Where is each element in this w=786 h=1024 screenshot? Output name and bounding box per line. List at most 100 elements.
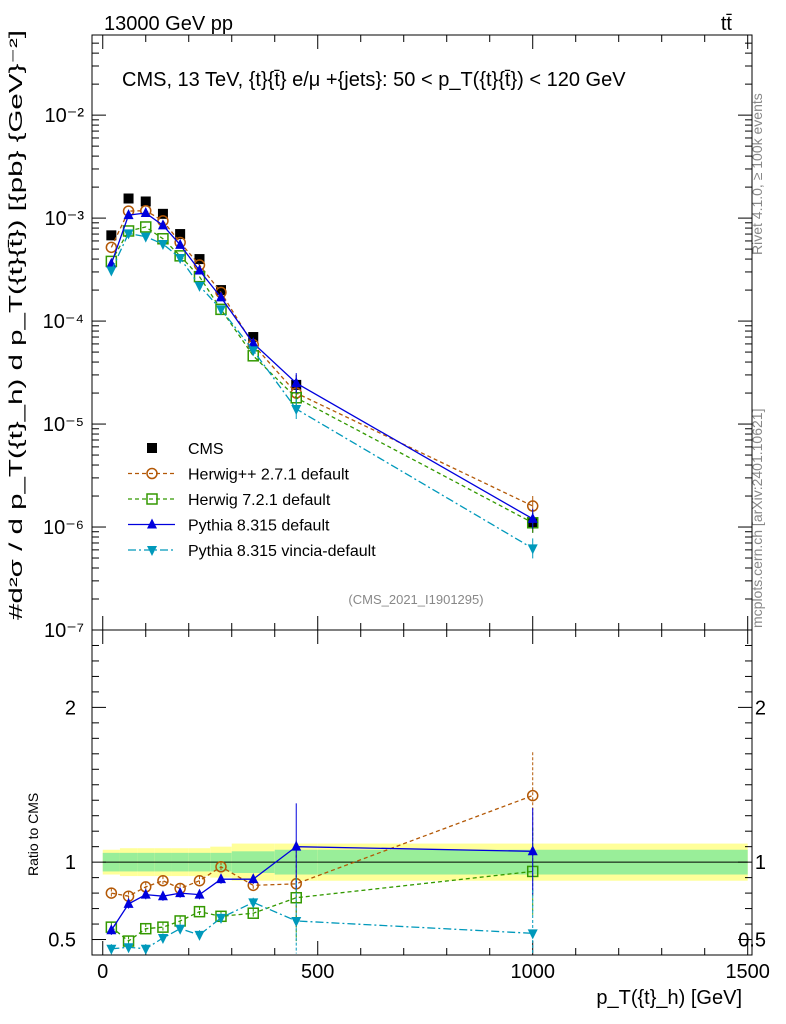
ratio-series-3-point: [291, 916, 302, 927]
series-0-point: [175, 229, 186, 240]
main-y-tick-label: 10⁻⁷: [44, 620, 84, 642]
header-final-state: tt̄: [721, 13, 733, 35]
series-3-point: [194, 264, 205, 275]
rivet-version-label: Rivet 4.1.0, ≥ 100k events: [749, 93, 765, 255]
series-3-line: [110, 212, 534, 520]
ratio-series-0-point: [526, 789, 539, 802]
ratio-y-tick-label: 2: [65, 697, 76, 719]
series-2-line: [110, 226, 534, 524]
ratio-series-3-line: [111, 901, 533, 950]
series-4-point: [194, 281, 205, 292]
mcplots-source-label: mcplots.cern.ch [arXiv:2401.10621]: [749, 409, 765, 628]
ratio-y-tick-label: 2: [755, 697, 766, 719]
series-0-point: [106, 230, 117, 241]
series-3-point: [291, 377, 302, 388]
series-0-point: [194, 254, 205, 265]
ratio-series-3-point: [157, 933, 168, 944]
legend-label-3: Pythia 8.315 default: [188, 518, 330, 535]
legend-marker-4: [147, 546, 157, 556]
ratio-series-2-point: [123, 897, 134, 908]
series-3-point: [106, 257, 117, 268]
ratio-series-1-point: [139, 922, 152, 935]
ratio-series-3-point: [106, 944, 117, 955]
ratio-series-0-point: [193, 874, 206, 887]
ratio-y-tick-label: 1: [65, 852, 76, 874]
ratio-series-2-point: [291, 840, 302, 851]
ratio-y-tick-label: 0.5: [48, 930, 76, 952]
legend: CMS Herwig++ 2.7.1 default Herwig 7.2.1 de…: [128, 441, 376, 560]
series-1-line: [110, 210, 533, 507]
ratio-series-2-line: [110, 846, 533, 931]
ratio-series-3-point: [140, 944, 151, 955]
legend-label-4: Pythia 8.315 vincia-default: [188, 543, 376, 560]
series-4-line: [110, 232, 534, 549]
series-0-point: [248, 332, 259, 343]
ratio-series-3-point: [248, 898, 259, 909]
ratio-x-tick-label: 0: [97, 961, 108, 983]
ratio-series-2-point: [194, 888, 205, 899]
ratio-series-2-point: [106, 924, 117, 935]
ratio-plot-frame: [91, 629, 753, 956]
series-4-point: [123, 229, 134, 240]
ratio-series-0-point: [157, 874, 169, 887]
ratio-series-3-point: [123, 943, 134, 954]
series-0-point: [140, 196, 151, 207]
ratio-series-0-line: [111, 794, 533, 897]
series-4-point: [175, 253, 186, 264]
ratio-series-3-point: [194, 930, 205, 941]
main-y-tick-label: 10⁻⁶: [43, 517, 84, 539]
ratio-series-0-point: [105, 887, 118, 899]
legend-marker-1: [146, 467, 158, 480]
main-plot-area: 10⁻⁷ 10⁻⁶ 10⁻⁵ 10⁻⁴ 10⁻³ 10⁻² CMS, 13 TeV, {t…: [6, 30, 753, 642]
series-3-point: [123, 209, 134, 220]
series-3-point: [140, 207, 151, 218]
series-3-point: [527, 512, 538, 523]
series-4-point: [106, 266, 117, 277]
main-plot-frame: [91, 34, 753, 631]
series-0-point: [123, 193, 134, 204]
ratio-x-tick-label: 500: [301, 961, 334, 983]
ratio-x-tick-label: 1000: [510, 961, 555, 983]
series-4-point: [157, 240, 168, 251]
series-3-point: [215, 291, 226, 302]
main-y-tick-label: 10⁻⁴: [43, 311, 84, 333]
ratio-series-1-point: [157, 921, 169, 933]
main-y-axis-label: #d²σ / d p_T({t}_h) d p_T({t}{t̄}) [{pb}…: [6, 30, 27, 620]
legend-label-1: Herwig++ 2.7.1 default: [188, 467, 350, 484]
main-y-tick-label: 10⁻²: [45, 105, 85, 127]
series-3-point: [248, 337, 259, 348]
ratio-series-2-point: [248, 873, 259, 884]
series-0-point: [157, 208, 168, 219]
legend-marker-0: [147, 443, 157, 453]
ratio-series-0-point: [215, 861, 227, 873]
ratio-plot-area: 0.5 0.51 12 20 500 1000 1500 Ratio to CMS p_T(…: [25, 629, 770, 1009]
legend-label-0: CMS: [188, 441, 224, 458]
header-process: 13000 GeV pp: [104, 13, 233, 35]
series-3-point: [175, 238, 186, 249]
ratio-series-2-point: [215, 873, 226, 884]
ratio-series-3-point: [527, 929, 538, 940]
ratio-series-3-point: [175, 924, 186, 935]
ratio-series-2-point: [175, 887, 186, 898]
main-y-tick-label: 10⁻³: [45, 208, 85, 230]
series-4-point: [527, 544, 538, 555]
series-1-point: [105, 241, 118, 254]
ratio-series-3-point: [215, 913, 226, 924]
legend-marker-3: [147, 518, 157, 529]
series-4-point: [248, 346, 259, 357]
series-3-point: [157, 219, 168, 230]
analysis-watermark: (CMS_2021_I1901295): [348, 592, 483, 607]
ratio-series-2-point: [140, 888, 151, 899]
legend-marker-2: [146, 493, 158, 505]
main-y-tick-label: 10⁻⁵: [43, 414, 84, 436]
ratio-series-1-line: [110, 870, 533, 942]
series-4-point: [291, 405, 302, 416]
ratio-series-1-point: [193, 905, 206, 918]
legend-label-2: Herwig 7.2.1 default: [188, 492, 331, 509]
ratio-x-tick-label: 1500: [725, 961, 770, 983]
ratio-series-2-point: [527, 845, 538, 856]
series-4-point: [140, 232, 151, 243]
x-axis-label: p_T({t}_h) [GeV]: [596, 987, 742, 1009]
ratio-y-tick-label: 1: [755, 852, 766, 874]
